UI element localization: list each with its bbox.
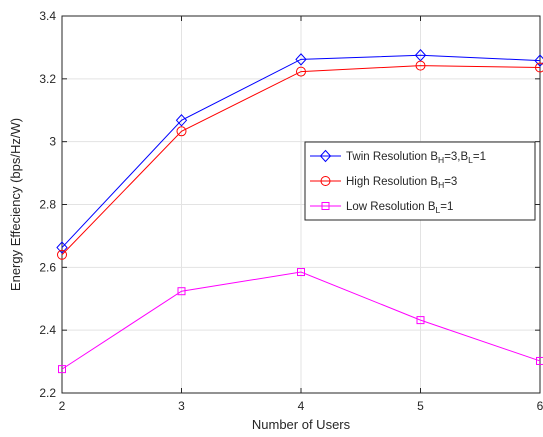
legend-label: High Resolution BH=3 — [346, 176, 457, 190]
x-tick-label: 6 — [537, 399, 543, 413]
legend-label-part: =1 — [473, 151, 486, 163]
data-point — [536, 356, 543, 365]
y-tick-label: 3 — [49, 135, 56, 149]
data-point — [58, 365, 66, 374]
axis-ticks: 2 3 4 5 6 2.2 2.4 2.6 2.8 3 3.2 3.4 — [39, 9, 543, 413]
x-tick-label: 2 — [59, 399, 66, 413]
legend-label-subscript: L — [436, 205, 441, 215]
y-tick-label: 2.2 — [39, 386, 56, 400]
y-tick-label: 3.2 — [39, 72, 56, 86]
data-point — [176, 126, 187, 137]
legend-label-part: Twin Resolution B — [346, 151, 438, 163]
series-line — [61, 54, 541, 248]
data-point — [296, 66, 306, 77]
series-line — [61, 65, 541, 256]
x-tick-label: 5 — [417, 399, 424, 413]
data-point — [57, 249, 67, 260]
y-tick-label: 3.4 — [39, 9, 56, 23]
data-point — [56, 241, 68, 254]
series-2 — [57, 60, 543, 260]
legend-label-subscript: H — [438, 180, 444, 190]
x-tick-label: 3 — [178, 399, 185, 413]
legend-label-subscript: H — [438, 155, 444, 165]
y-axis-label: Energy Effeciency (bps/Hz/W) — [8, 118, 23, 291]
data-point — [535, 62, 543, 73]
legend-label: Low Resolution BL=1 — [346, 201, 453, 215]
data-point — [295, 53, 307, 66]
x-axis-label: Number of Users — [252, 417, 351, 432]
legend-label-part: Low Resolution B — [346, 201, 436, 213]
x-tick-label: 4 — [298, 399, 305, 413]
legend-item: Low Resolution BL=1 — [310, 201, 453, 215]
legend-label-part: =3,B — [444, 151, 468, 163]
legend-box — [304, 141, 536, 221]
legend-label-part: =3 — [444, 176, 457, 188]
y-tick-label: 2.8 — [39, 198, 56, 212]
y-tick-label: 2.6 — [39, 260, 56, 274]
legend-marker — [319, 149, 332, 163]
legend-marker — [321, 202, 330, 210]
series-layer — [56, 49, 543, 374]
y-tick-label: 2.4 — [39, 323, 56, 337]
data-point — [415, 60, 426, 71]
data-point — [175, 114, 188, 127]
legend-label-subscript: L — [468, 155, 473, 165]
legend-item: High Resolution BH=3 — [310, 176, 457, 190]
legend-label: Twin Resolution BH=3,BL=1 — [346, 151, 486, 165]
legend-label-part: High Resolution B — [346, 176, 438, 188]
legend-label-part: =1 — [440, 201, 453, 213]
series-3 — [58, 268, 543, 374]
data-point — [297, 268, 305, 277]
legend-marker — [320, 176, 331, 186]
data-point — [177, 287, 186, 296]
legend-item: Twin Resolution BH=3,BL=1 — [310, 149, 486, 165]
series-line — [61, 271, 541, 370]
data-point — [416, 316, 425, 325]
data-point — [534, 54, 543, 67]
